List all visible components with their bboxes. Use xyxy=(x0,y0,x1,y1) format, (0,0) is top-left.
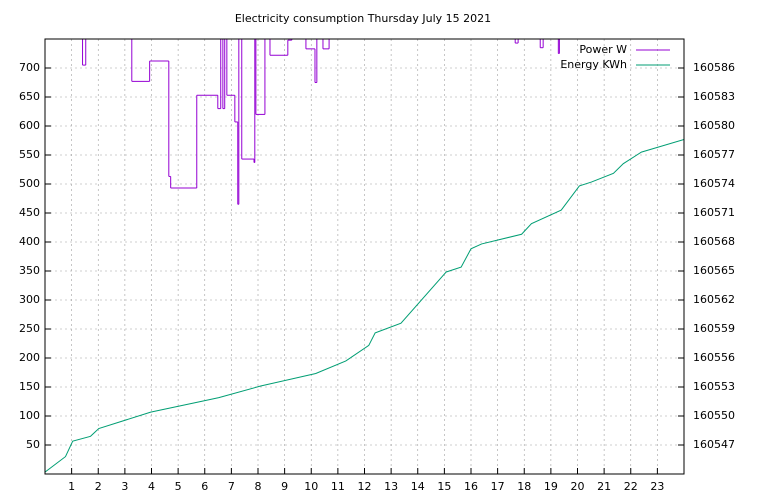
x-tick-label: 13 xyxy=(384,480,398,493)
x-tick-label: 10 xyxy=(304,480,318,493)
y-tick-label: 550 xyxy=(19,148,40,161)
x-tick-label: 7 xyxy=(228,480,235,493)
x-tick-label: 5 xyxy=(175,480,182,493)
chart-title: Electricity consumption Thursday July 15… xyxy=(235,12,491,25)
x-tick-label: 22 xyxy=(624,480,638,493)
x-tick-label: 6 xyxy=(201,480,208,493)
y-tick-label: 700 xyxy=(19,61,40,74)
x-tick-label: 15 xyxy=(437,480,451,493)
y2-tick-label: 160556 xyxy=(693,351,735,364)
plot-area xyxy=(45,39,684,473)
x-tick-label: 18 xyxy=(517,480,531,493)
x-tick-label: 11 xyxy=(331,480,345,493)
y2-tick-label: 160559 xyxy=(693,322,735,335)
y2-tick-label: 160550 xyxy=(693,409,735,422)
y-tick-label: 100 xyxy=(19,409,40,422)
y-tick-label: 350 xyxy=(19,264,40,277)
x-tick-label: 23 xyxy=(650,480,664,493)
y-tick-label: 150 xyxy=(19,380,40,393)
x-tick-label: 9 xyxy=(281,480,288,493)
y-tick-label: 200 xyxy=(19,351,40,364)
y2-tick-label: 160583 xyxy=(693,90,735,103)
x-tick-label: 16 xyxy=(464,480,478,493)
labels: 50 100 150 200 250 300 350 400 450 500 550 600 650 70… xyxy=(19,43,735,493)
x-tick-label: 21 xyxy=(597,480,611,493)
x-tick-label: 17 xyxy=(491,480,505,493)
x-tick-label: 8 xyxy=(255,480,262,493)
y2-tick-label: 160577 xyxy=(693,148,735,161)
y2-tick-label: 160547 xyxy=(693,438,735,451)
energy-line xyxy=(45,139,684,473)
x-tick-label: 19 xyxy=(544,480,558,493)
y-tick-label: 450 xyxy=(19,206,40,219)
legend-label: Energy KWh xyxy=(560,58,627,71)
x-tick-label: 3 xyxy=(121,480,128,493)
y-tick-label: 650 xyxy=(19,90,40,103)
y2-tick-label: 160553 xyxy=(693,380,735,393)
x-tick-label: 12 xyxy=(358,480,372,493)
x-tick-label: 1 xyxy=(68,480,75,493)
y-tick-label: 250 xyxy=(19,322,40,335)
y2-tick-label: 160586 xyxy=(693,61,735,74)
y-tick-label: 300 xyxy=(19,293,40,306)
y-tick-label: 500 xyxy=(19,177,40,190)
y2-tick-label: 160562 xyxy=(693,293,735,306)
y-tick-label: 50 xyxy=(26,438,40,451)
y2-tick-label: 160574 xyxy=(693,177,735,190)
y2-tick-label: 160580 xyxy=(693,119,735,132)
y2-tick-label: 160568 xyxy=(693,235,735,248)
y-tick-label: 400 xyxy=(19,235,40,248)
grid xyxy=(45,39,684,474)
x-tick-label: 4 xyxy=(148,480,155,493)
x-tick-label: 2 xyxy=(95,480,102,493)
x-tick-label: 14 xyxy=(411,480,425,493)
legend-label: Power W xyxy=(579,43,627,56)
y2-tick-label: 160571 xyxy=(693,206,735,219)
x-tick-label: 20 xyxy=(571,480,585,493)
y-tick-label: 600 xyxy=(19,119,40,132)
y2-tick-label: 160565 xyxy=(693,264,735,277)
